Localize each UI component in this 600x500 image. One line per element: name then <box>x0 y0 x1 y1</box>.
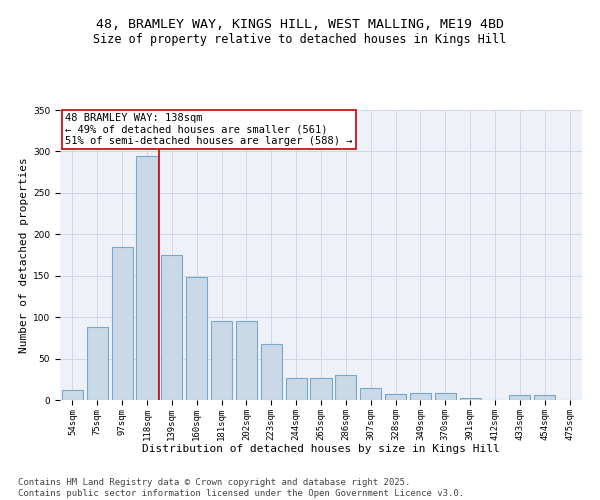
Bar <box>87 327 108 400</box>
Bar <box>435 392 456 400</box>
Text: Size of property relative to detached houses in Kings Hill: Size of property relative to detached ho… <box>94 32 506 46</box>
Bar <box>62 390 83 400</box>
Text: 48, BRAMLEY WAY, KINGS HILL, WEST MALLING, ME19 4BD: 48, BRAMLEY WAY, KINGS HILL, WEST MALLIN… <box>96 18 504 30</box>
Text: Contains HM Land Registry data © Crown copyright and database right 2025.
Contai: Contains HM Land Registry data © Crown c… <box>18 478 464 498</box>
Bar <box>136 156 158 400</box>
Bar <box>186 278 207 400</box>
Bar <box>161 255 182 400</box>
Bar <box>236 322 257 400</box>
Bar <box>410 394 431 400</box>
Bar <box>335 375 356 400</box>
Bar <box>385 394 406 400</box>
Bar <box>509 395 530 400</box>
Bar <box>211 322 232 400</box>
Y-axis label: Number of detached properties: Number of detached properties <box>19 157 29 353</box>
Bar <box>310 378 332 400</box>
Bar <box>286 378 307 400</box>
Bar <box>360 388 381 400</box>
Bar <box>261 344 282 400</box>
Bar <box>460 398 481 400</box>
Text: 48 BRAMLEY WAY: 138sqm
← 49% of detached houses are smaller (561)
51% of semi-de: 48 BRAMLEY WAY: 138sqm ← 49% of detached… <box>65 113 353 146</box>
Bar <box>112 246 133 400</box>
Bar <box>534 395 555 400</box>
X-axis label: Distribution of detached houses by size in Kings Hill: Distribution of detached houses by size … <box>142 444 500 454</box>
